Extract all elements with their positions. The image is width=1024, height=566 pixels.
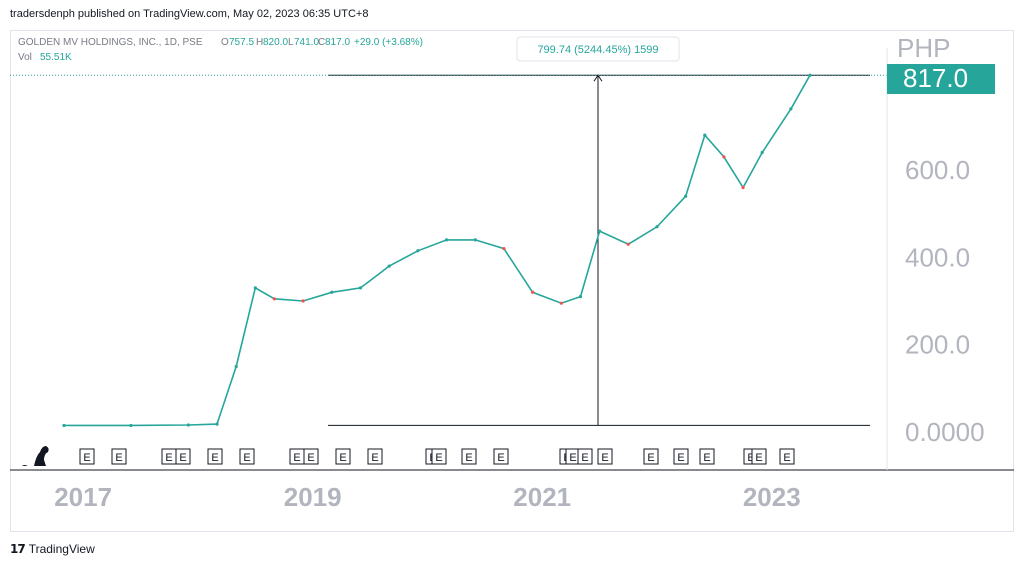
price-point — [808, 74, 811, 77]
time-axis-tick: 2023 — [743, 482, 801, 512]
footer-brand: 𝟭𝟳 TradingView — [10, 542, 95, 556]
dinosaur-icon — [22, 446, 49, 466]
svg-text:E: E — [115, 452, 122, 464]
price-point — [388, 264, 391, 267]
earnings-marker[interactable]: E — [432, 449, 446, 464]
price-point — [254, 286, 257, 289]
price-point — [789, 107, 792, 110]
time-axis-tick: 2021 — [513, 482, 571, 512]
price-axis-tick: 0.0000 — [905, 417, 985, 447]
svg-text:E: E — [677, 452, 684, 464]
price-point — [215, 423, 218, 426]
svg-text:E: E — [497, 452, 504, 464]
earnings-marker[interactable]: E — [598, 449, 612, 464]
earnings-marker[interactable]: E — [80, 449, 94, 464]
price-point — [579, 295, 582, 298]
price-axis-currency: PHP — [897, 33, 950, 63]
ohlc-l-value: 741.0 — [294, 37, 319, 48]
earnings-marker[interactable]: E — [494, 449, 508, 464]
price-point — [474, 238, 477, 241]
svg-text:E: E — [179, 452, 186, 464]
earnings-marker[interactable]: E — [336, 449, 350, 464]
price-point — [502, 247, 505, 250]
measure-label: 799.74 (5244.45%) 1599 — [537, 44, 658, 56]
ohlc-readout: O 757.5 H 820.0 L 741.0 C 817.0 +29.0 (+… — [221, 37, 423, 48]
svg-text:E: E — [435, 452, 442, 464]
svg-text:E: E — [581, 452, 588, 464]
price-axis-tick: 600.0 — [905, 155, 970, 185]
earnings-marker[interactable]: E — [752, 449, 766, 464]
svg-text:E: E — [339, 452, 346, 464]
price-point — [560, 302, 563, 305]
volume-label: Vol — [18, 52, 32, 63]
svg-text:E: E — [647, 452, 654, 464]
price-point — [273, 297, 276, 300]
symbol-title: GOLDEN MV HOLDINGS, INC., 1D, PSE — [18, 37, 203, 48]
svg-text:E: E — [703, 452, 710, 464]
svg-text:E: E — [243, 452, 250, 464]
svg-text:E: E — [83, 452, 90, 464]
svg-text:E: E — [371, 452, 378, 464]
earnings-marker[interactable]: E — [644, 449, 658, 464]
svg-text:E: E — [293, 452, 300, 464]
price-point — [235, 365, 238, 368]
price-point — [761, 151, 764, 154]
earnings-marker[interactable]: E — [700, 449, 714, 464]
price-point — [359, 286, 362, 289]
price-point — [445, 238, 448, 241]
price-point — [684, 195, 687, 198]
earnings-marker[interactable]: E — [462, 449, 476, 464]
price-point — [531, 291, 534, 294]
price-point — [741, 186, 744, 189]
earnings-marker[interactable]: E — [162, 449, 176, 464]
tradingview-logo-icon: 𝟭𝟳 — [10, 542, 25, 556]
ohlc-c-value: 817.0 — [325, 37, 350, 48]
price-point — [302, 299, 305, 302]
price-axis-tick: 400.0 — [905, 242, 970, 272]
svg-text:E: E — [601, 452, 608, 464]
earnings-marker[interactable]: E — [208, 449, 222, 464]
earnings-marker[interactable]: E — [578, 449, 592, 464]
price-point — [62, 424, 65, 427]
earnings-marker[interactable]: E — [304, 449, 318, 464]
svg-text:E: E — [569, 452, 576, 464]
price-point — [627, 243, 630, 246]
price-point — [330, 291, 333, 294]
earnings-marker[interactable]: E — [240, 449, 254, 464]
price-axis-tick: 200.0 — [905, 330, 970, 360]
price-point — [416, 249, 419, 252]
price-series-line — [64, 75, 810, 425]
earnings-marker[interactable]: E — [112, 449, 126, 464]
price-point — [598, 230, 601, 233]
ohlc-o-value: 757.5 — [229, 37, 254, 48]
price-point — [187, 423, 190, 426]
price-point — [129, 424, 132, 427]
footer-brand-text: TradingView — [29, 542, 95, 556]
time-axis-tick: 2017 — [54, 482, 112, 512]
price-point — [703, 133, 706, 136]
ohlc-h-value: 820.0 — [263, 37, 288, 48]
svg-text:E: E — [165, 452, 172, 464]
price-point — [655, 225, 658, 228]
svg-text:E: E — [465, 452, 472, 464]
volume-value: 55.51K — [40, 52, 72, 63]
earnings-marker[interactable]: E — [674, 449, 688, 464]
earnings-marker[interactable]: E — [176, 449, 190, 464]
earnings-marker[interactable]: E — [780, 449, 794, 464]
earnings-marker[interactable]: E — [368, 449, 382, 464]
ohlc-o-label: O — [221, 37, 229, 48]
time-axis-tick: 2019 — [284, 482, 342, 512]
svg-text:E: E — [783, 452, 790, 464]
ohlc-change: +29.0 (+3.68%) — [354, 37, 423, 48]
last-price-label: 817.0 — [903, 63, 968, 93]
svg-text:E: E — [211, 452, 218, 464]
earnings-marker[interactable]: E — [290, 449, 304, 464]
svg-text:E: E — [307, 452, 314, 464]
price-point — [722, 155, 725, 158]
svg-text:E: E — [755, 452, 762, 464]
